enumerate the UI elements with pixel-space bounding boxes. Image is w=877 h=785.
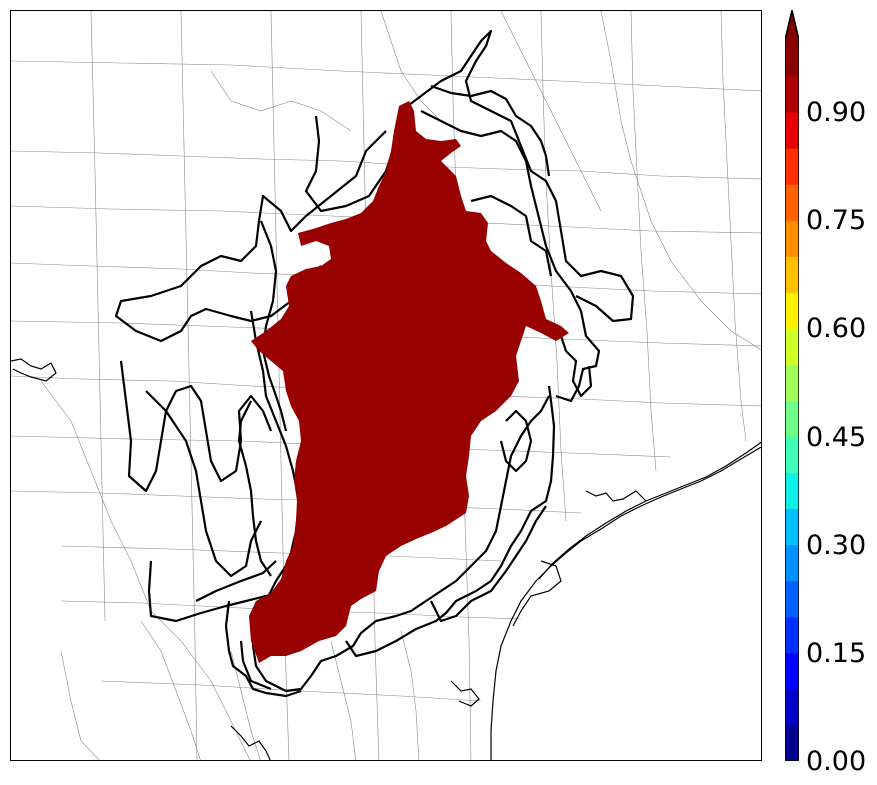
colorbar-tick-label: 0.00 xyxy=(806,746,867,777)
colorbar-outline xyxy=(785,10,799,761)
colorbar-level xyxy=(785,508,799,546)
colorbar-level xyxy=(785,364,799,401)
colorbar xyxy=(785,10,799,761)
colorbar-level xyxy=(785,616,799,654)
colorbar-level xyxy=(785,580,799,618)
colorbar-tick-label: 0.90 xyxy=(806,97,867,129)
colorbar-level xyxy=(785,256,799,293)
contour-lines xyxy=(114,29,635,698)
colorbar-tick-label: 0.60 xyxy=(806,313,867,345)
colorbar-level xyxy=(785,472,799,510)
colorbar-level xyxy=(785,292,799,329)
colorbar-level xyxy=(785,652,799,690)
map-panel xyxy=(10,10,762,761)
coastline xyxy=(11,358,761,760)
colorbar-tick-label: 0.45 xyxy=(806,421,867,453)
colorbar-level xyxy=(785,436,799,474)
probability-region xyxy=(249,101,569,663)
colorbar-level xyxy=(785,148,799,185)
colorbar-level xyxy=(785,40,799,77)
colorbar-level xyxy=(785,328,799,365)
colorbar-tick-label: 0.15 xyxy=(806,637,867,669)
colorbar-extend-arrow xyxy=(785,10,799,40)
map-canvas xyxy=(11,11,761,760)
colorbar-level xyxy=(785,724,799,761)
colorbar-level xyxy=(785,184,799,221)
colorbar-level xyxy=(785,688,799,726)
colorbar-tick-label: 0.75 xyxy=(806,205,867,237)
colorbar-level xyxy=(785,400,799,438)
colorbar-tick-label: 0.30 xyxy=(806,529,867,561)
colorbar-level xyxy=(785,220,799,257)
colorbar-level xyxy=(785,112,799,149)
colorbar-level xyxy=(785,76,799,113)
colorbar-level xyxy=(785,544,799,582)
